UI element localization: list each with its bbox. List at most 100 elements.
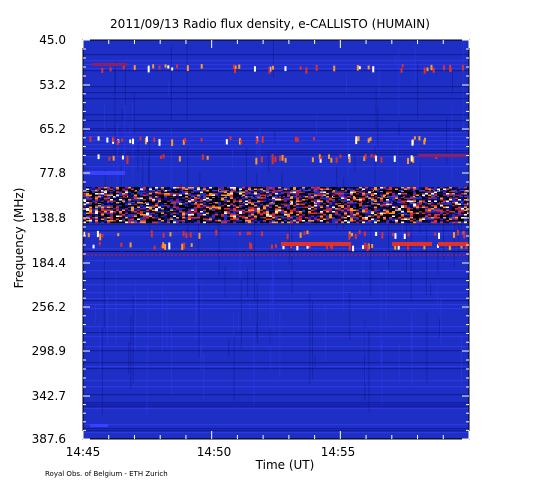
band-pixel [440, 190, 443, 192]
speckle [133, 65, 136, 70]
band-pixel [398, 203, 401, 206]
band-pixel [395, 199, 398, 201]
band-pixel [242, 188, 245, 191]
band-pixel [188, 187, 191, 189]
band-line-pixel [379, 190, 381, 191]
band-pixel [134, 202, 137, 204]
band-pixel [137, 215, 140, 218]
band-pixel [362, 188, 365, 191]
band-pixel [464, 209, 467, 212]
band-pixel [251, 221, 254, 224]
speckle [456, 230, 459, 236]
band-pixel [149, 187, 152, 189]
band-pixel [203, 199, 206, 201]
band-pixel [128, 187, 131, 189]
band-pixel [446, 212, 449, 215]
band-line-pixel [103, 190, 105, 191]
band-pixel [365, 190, 368, 192]
band-pixel [431, 220, 434, 222]
band-pixel [137, 217, 140, 219]
dotted-line-pixel [351, 254, 353, 256]
dotted-line-pixel [323, 254, 325, 256]
dotted-line-pixel [171, 254, 173, 256]
band-pixel [239, 197, 242, 200]
band-pixel [215, 215, 218, 218]
band-line-pixel [209, 202, 211, 203]
band-pixel [206, 218, 209, 221]
band-pixel [401, 215, 404, 218]
y-tick-label-138-8: 138.8 [31, 211, 66, 225]
speckle [460, 245, 463, 249]
band-pixel [440, 191, 443, 194]
band-pixel [317, 205, 320, 207]
band-pixel [467, 191, 469, 194]
band-pixel [434, 191, 437, 194]
band-pixel [209, 200, 212, 203]
band-pixel [452, 212, 455, 215]
band-line-pixel [107, 202, 109, 203]
band-pixel [206, 187, 209, 189]
band-pixel [206, 221, 209, 224]
band-pixel [191, 191, 194, 194]
band-pixel [434, 206, 437, 209]
band-pixel [293, 205, 296, 207]
noise-column [417, 60, 419, 119]
band-pixel [392, 197, 395, 200]
band-pixel [452, 209, 455, 212]
band-pixel [317, 202, 320, 204]
band-pixel [224, 202, 227, 204]
band-pixel [146, 211, 149, 213]
band-pixel [155, 215, 158, 218]
band-pixel [275, 214, 278, 216]
band-pixel [146, 221, 149, 224]
band-pixel [380, 205, 383, 207]
band-line-pixel [133, 190, 135, 191]
band-line-pixel [337, 190, 339, 191]
band-pixel [305, 208, 308, 210]
band-pixel [290, 220, 293, 222]
band-pixel [362, 203, 365, 206]
band-pixel [239, 188, 242, 191]
band-pixel [230, 212, 233, 215]
band-pixel [437, 197, 440, 200]
noise-column [259, 128, 261, 204]
band-pixel [353, 215, 356, 218]
band-pixel [374, 200, 377, 203]
band-pixel [266, 187, 269, 189]
band-pixel [263, 190, 266, 192]
band-pixel [449, 191, 452, 194]
band-pixel [197, 215, 200, 218]
band-line-pixel [89, 196, 91, 197]
band-pixel [365, 209, 368, 212]
band-pixel [182, 208, 185, 210]
band-pixel [164, 205, 167, 207]
band-pixel [122, 217, 125, 219]
band-pixel [98, 217, 101, 219]
speckle [126, 155, 129, 159]
band-pixel [440, 214, 443, 216]
band-pixel [137, 206, 140, 209]
speckle [403, 233, 406, 239]
band-pixel [284, 205, 287, 207]
band-pixel [176, 220, 179, 222]
band-pixel [152, 197, 155, 200]
band-pixel [122, 218, 125, 221]
band-line-pixel [221, 196, 223, 197]
band-pixel [446, 187, 449, 189]
band-line-pixel [273, 202, 275, 203]
band-pixel [137, 202, 140, 204]
band-pixel [260, 208, 263, 210]
band-pixel [254, 220, 257, 222]
band-pixel [167, 217, 170, 219]
band-line-pixel [409, 202, 411, 203]
band-pixel [314, 205, 317, 207]
dotted-line-pixel [183, 254, 185, 256]
band-pixel [275, 220, 278, 222]
band-pixel [185, 206, 188, 209]
noise-column [388, 225, 390, 270]
band-pixel [98, 215, 101, 218]
band-pixel [101, 188, 104, 191]
band-pixel [353, 202, 356, 204]
speckle [121, 155, 124, 160]
band-pixel [371, 206, 374, 209]
